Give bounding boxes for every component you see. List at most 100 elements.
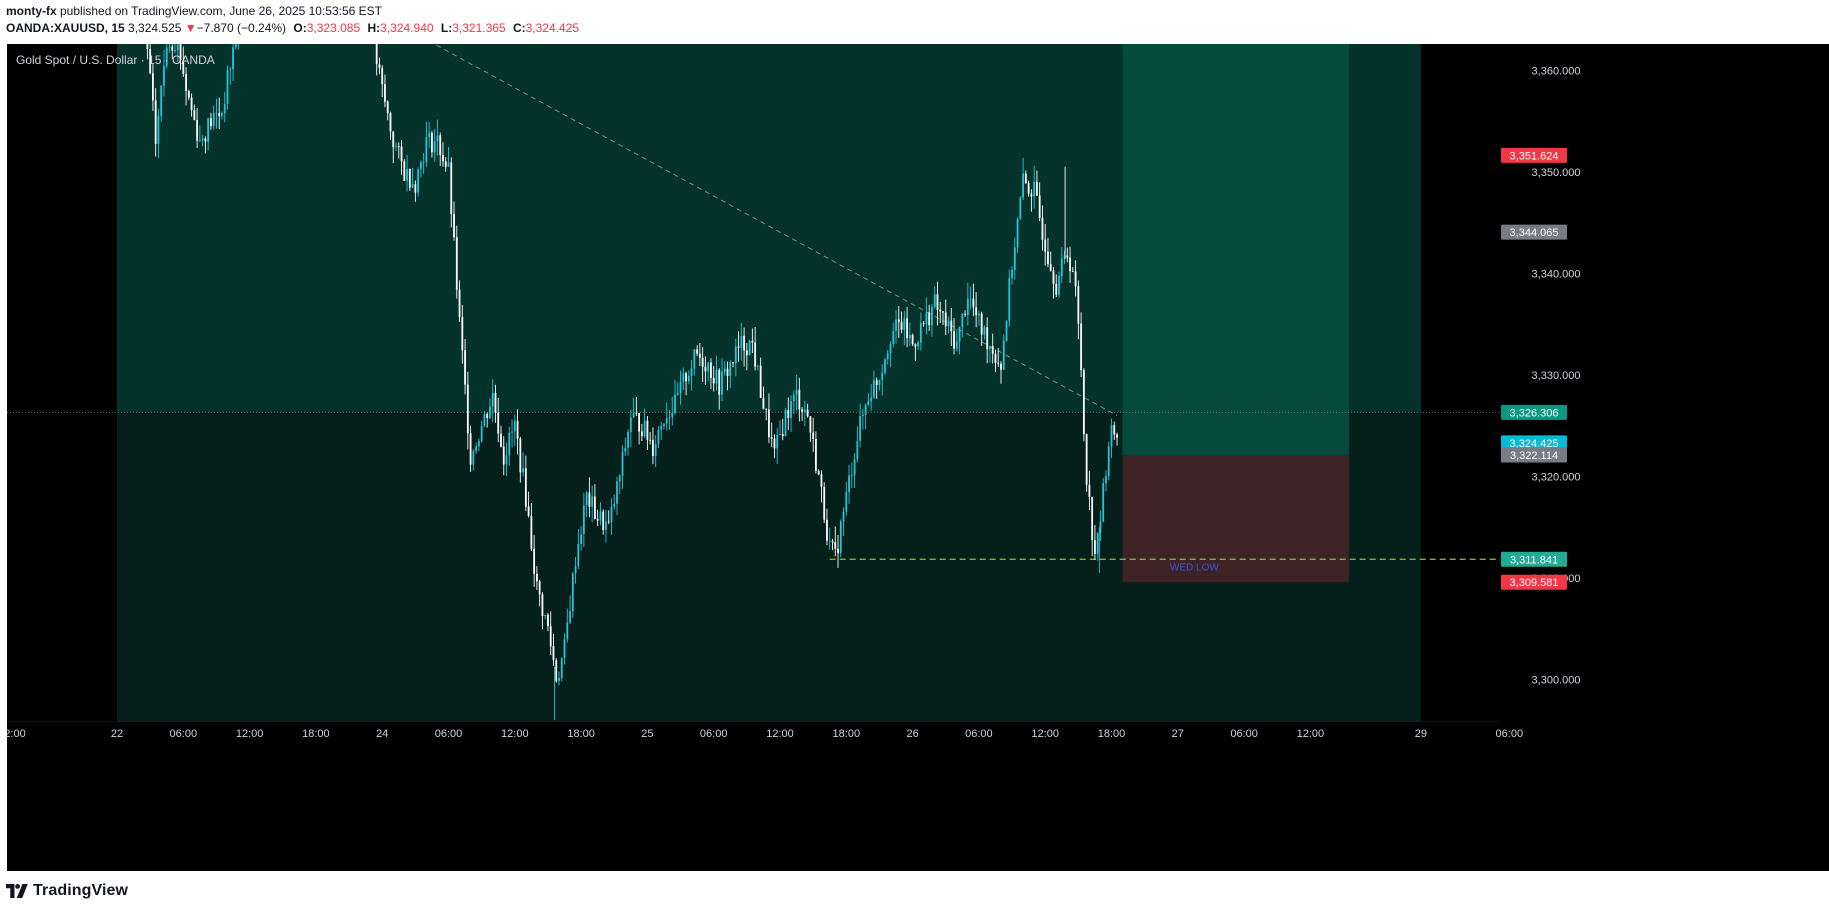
candle-up [563,633,566,665]
candle-body [428,132,431,138]
candle-up [574,556,577,584]
candle-body [892,331,895,345]
candle-body [494,392,497,413]
candle-body [232,47,234,70]
price-change: −7.870 (−0.24%) [196,21,287,35]
price-label-text: 3,324.425 [1510,438,1559,450]
candle-body [826,519,828,541]
candle-body [588,492,591,507]
author-name[interactable]: monty-fx [6,4,57,18]
candle-body [207,118,210,142]
candle-body [638,413,641,432]
candle-down [149,44,152,75]
candle-down [384,74,386,108]
candle-body [536,573,538,582]
tradingview-logo-icon[interactable] [6,884,28,898]
candle-down [751,328,754,354]
candle-body [618,475,621,482]
candle-body [395,146,397,148]
price-chart[interactable]: WED LOW3,300.0003,310.0003,320.0003,330.… [7,44,1829,871]
candle-body [911,334,914,345]
candle-down [809,416,812,443]
candle-up [234,44,237,50]
candle-body [839,521,842,554]
candle-body [779,434,781,436]
candle-body [555,660,558,681]
candle-up [989,345,991,363]
candle-body [997,362,1000,364]
candle-body [234,44,237,48]
time-tick-label: 12:00 [501,728,529,740]
candle-body [602,511,605,530]
candle-up [1019,196,1022,220]
candle-down [718,368,721,410]
candle-body [174,50,176,52]
candles [146,44,1118,721]
candle-body [845,491,848,512]
published-text: published on TradingView.com, June 26, 2… [56,4,383,18]
candle-up [560,657,563,682]
candle-down [701,347,704,382]
candle-body [803,409,806,412]
candle-body [781,434,784,437]
candle-up [419,160,422,178]
candle-up [895,309,897,344]
candle-body [1013,247,1016,270]
candle-body [710,362,712,378]
candle-body [442,155,444,162]
candle-body [1069,257,1071,272]
candle-body [171,46,174,51]
candle-up [417,167,420,197]
price-label-bg [1501,147,1567,163]
candle-body [947,320,950,327]
candle-body [875,380,878,386]
candle-up [215,98,218,129]
candle-down [698,343,701,367]
candle-up [969,286,972,310]
candle-body [1011,269,1013,278]
candle-up [480,420,483,443]
candle-up [483,411,486,428]
candle-down [743,327,745,367]
candle-down [652,427,654,465]
price-tick-label: 3,340.000 [1532,268,1581,280]
candle-down [185,67,187,106]
candle-body [375,44,378,65]
candle-up [881,364,884,396]
candle-body [552,646,555,661]
candle-down [392,131,395,164]
candle-body [444,161,447,167]
candle-up [489,398,491,420]
candle-down [806,403,809,418]
candle-down [400,140,403,175]
brand-name[interactable]: TradingView [33,882,129,899]
candle-up [207,117,210,151]
time-tick-label: 12:00 [1031,728,1059,740]
candle-up [740,322,743,361]
chart-area[interactable]: Gold Spot / U.S. Dollar · 15 · OANDA WED… [7,44,1829,871]
candle-body [179,44,182,61]
candle-down [953,318,955,355]
candle-body [1016,219,1019,248]
time-tick-label: 12:00 [236,728,264,740]
candle-up [1008,269,1011,327]
candle-body [1066,255,1069,258]
candle-body [403,161,406,181]
open-label: O: [293,21,307,35]
price-label-bg [1501,224,1567,240]
candle-body [748,340,751,356]
candle-down [389,111,392,140]
candle-body [834,542,837,549]
candle-body [182,60,185,74]
candle-down [1094,525,1096,561]
publish-info: monty-fx published on TradingView.com, J… [6,4,382,18]
candle-body [859,415,862,441]
candle-body [491,392,494,407]
price-label-green: 3,311.841 [1501,551,1567,567]
candle-body [538,581,541,595]
candle-body [419,162,422,170]
candle-body [616,481,618,504]
candle-body [547,614,549,627]
candle-down [502,436,505,476]
candle-down [193,104,196,121]
